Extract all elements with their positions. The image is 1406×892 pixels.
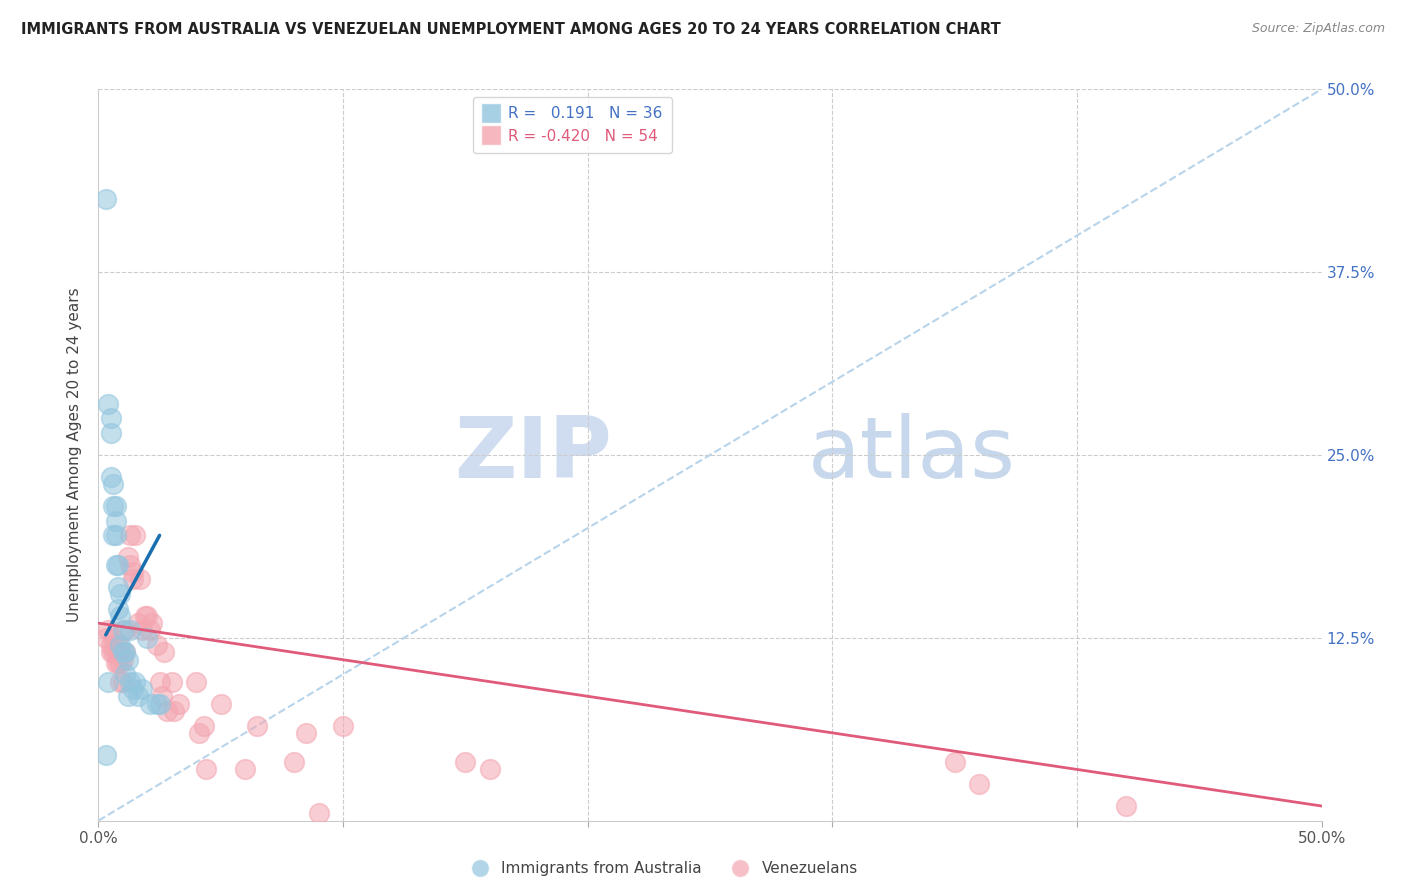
Point: [104, 499, 127, 513]
Point: [195, 763, 218, 777]
Point: [454, 755, 477, 769]
Point: [1115, 799, 1137, 814]
Point: [209, 697, 232, 711]
Point: [121, 681, 143, 696]
Point: [101, 528, 124, 542]
Point: [107, 580, 129, 594]
Point: [111, 653, 134, 667]
Point: [146, 638, 169, 652]
Point: [100, 645, 122, 659]
Point: [308, 806, 330, 821]
Point: [104, 558, 127, 572]
Point: [139, 624, 162, 638]
Point: [943, 755, 966, 769]
Point: [246, 718, 269, 732]
Point: [100, 411, 122, 425]
Point: [104, 514, 127, 528]
Point: [101, 477, 124, 491]
Point: [283, 755, 305, 769]
Point: [139, 697, 162, 711]
Point: [163, 704, 186, 718]
Text: Source: ZipAtlas.com: Source: ZipAtlas.com: [1251, 22, 1385, 36]
Point: [104, 528, 127, 542]
Point: [129, 572, 152, 586]
Point: [97, 674, 120, 689]
Point: [97, 397, 120, 411]
Point: [114, 645, 136, 659]
Point: [120, 528, 142, 542]
Point: [110, 608, 132, 623]
Point: [110, 674, 132, 689]
Point: [160, 674, 183, 689]
Point: [110, 656, 132, 670]
Point: [156, 704, 179, 718]
Point: [136, 608, 159, 623]
Point: [295, 726, 318, 740]
Point: [134, 608, 156, 623]
Point: [111, 674, 134, 689]
Point: [187, 726, 209, 740]
Point: [149, 697, 172, 711]
Point: [114, 645, 136, 659]
Point: [117, 653, 139, 667]
Point: [167, 697, 190, 711]
Point: [131, 681, 153, 696]
Point: [121, 565, 143, 579]
Point: [100, 425, 122, 440]
Point: [124, 674, 146, 689]
Point: [120, 624, 142, 638]
Point: [107, 601, 129, 615]
Point: [100, 638, 122, 652]
Text: ZIP: ZIP: [454, 413, 612, 497]
Point: [104, 656, 127, 670]
Point: [120, 558, 142, 572]
Point: [101, 499, 124, 513]
Point: [101, 631, 124, 645]
Point: [94, 192, 117, 206]
Point: [233, 763, 256, 777]
Point: [127, 616, 149, 631]
Point: [111, 624, 134, 638]
Point: [100, 470, 122, 484]
Legend: Immigrants from Australia, Venezuelans: Immigrants from Australia, Venezuelans: [458, 855, 863, 882]
Point: [97, 624, 120, 638]
Point: [127, 690, 149, 704]
Point: [114, 624, 136, 638]
Point: [107, 656, 129, 670]
Point: [110, 638, 132, 652]
Point: [104, 645, 127, 659]
Point: [146, 697, 169, 711]
Point: [967, 777, 990, 791]
Point: [149, 674, 172, 689]
Point: [110, 645, 132, 659]
Point: [120, 674, 142, 689]
Point: [186, 674, 208, 689]
Point: [121, 572, 143, 586]
Point: [114, 667, 136, 681]
Point: [117, 690, 139, 704]
Point: [110, 587, 132, 601]
Point: [107, 558, 129, 572]
Point: [332, 718, 354, 732]
Point: [153, 645, 176, 659]
Point: [131, 624, 153, 638]
Text: atlas: atlas: [808, 413, 1017, 497]
Point: [478, 763, 501, 777]
Y-axis label: Unemployment Among Ages 20 to 24 years: Unemployment Among Ages 20 to 24 years: [67, 287, 83, 623]
Text: IMMIGRANTS FROM AUSTRALIA VS VENEZUELAN UNEMPLOYMENT AMONG AGES 20 TO 24 YEARS C: IMMIGRANTS FROM AUSTRALIA VS VENEZUELAN …: [21, 22, 1001, 37]
Point: [136, 631, 159, 645]
Point: [111, 645, 134, 659]
Point: [141, 616, 163, 631]
Point: [101, 645, 124, 659]
Point: [193, 718, 215, 732]
Point: [124, 528, 146, 542]
Point: [107, 638, 129, 652]
Point: [150, 690, 173, 704]
Point: [94, 631, 117, 645]
Point: [94, 747, 117, 762]
Point: [117, 550, 139, 565]
